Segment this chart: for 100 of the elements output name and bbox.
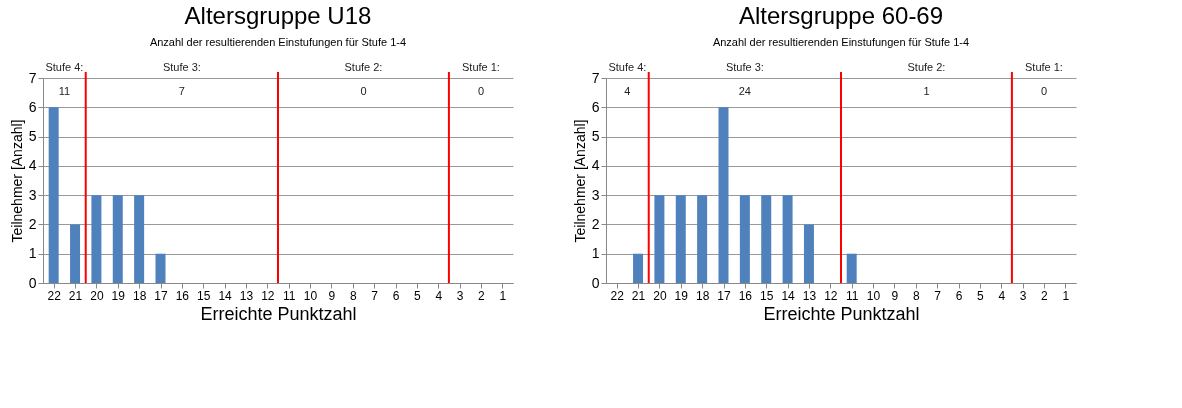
y-axis-title: Teilnehmer [Anzahl]: [8, 119, 25, 243]
text: Stufe 3:: [162, 61, 201, 73]
annotation: 4: [624, 85, 631, 97]
x-tick-label: 18: [695, 288, 710, 303]
bar: [846, 253, 857, 283]
bar: [803, 224, 814, 283]
y-tick-label: 2: [28, 215, 37, 232]
x-tick-label: 3: [1019, 288, 1027, 303]
y-tick-label: 3: [28, 186, 37, 203]
x-tick-label: 18: [132, 288, 147, 303]
bar: [91, 195, 102, 283]
y-tick-label: 2: [591, 215, 600, 232]
annotation: 0: [360, 85, 367, 97]
text: Stufe 2:: [344, 61, 383, 73]
y-tick-label: 0: [28, 274, 37, 291]
x-tick-label: 9: [328, 288, 336, 303]
y-tick-label: 0: [591, 274, 600, 291]
x-tick-label: 21: [631, 288, 646, 303]
bar: [633, 253, 644, 283]
x-tick-label: 19: [111, 288, 126, 303]
y-tick-label: 6: [591, 98, 600, 115]
x-tick-label: 1: [499, 288, 507, 303]
x-tick-label: 21: [68, 288, 83, 303]
x-tick-label: 20: [90, 288, 104, 303]
x-tick-label: 16: [175, 288, 190, 303]
x-axis-title: Erreichte Punktzahl: [763, 303, 920, 324]
annotation: 1: [923, 85, 930, 97]
bar: [70, 224, 81, 283]
bar: [48, 107, 59, 283]
x-tick-label: 1: [1062, 288, 1070, 303]
x-tick-label: 6: [955, 288, 963, 303]
x-tick-label: 14: [781, 288, 796, 303]
x-tick-label: 13: [802, 288, 817, 303]
y-tick-label: 5: [591, 128, 600, 145]
x-tick-label: 20: [653, 288, 667, 303]
text: Stufe 4:: [45, 61, 84, 73]
text: Stufe 3:: [725, 61, 764, 73]
text: Stufe 1:: [1024, 61, 1063, 73]
x-tick-label: 4: [435, 288, 443, 303]
y-tick-label: 5: [28, 128, 37, 145]
x-tick-label: 15: [197, 288, 211, 303]
x-tick-label: 7: [371, 288, 379, 303]
x-axis-title: Erreichte Punktzahl: [200, 303, 357, 324]
x-tick-label: 13: [239, 288, 254, 303]
chart-title: Altersgruppe U18: [184, 2, 372, 29]
x-tick-label: 12: [261, 288, 275, 303]
text: Stufe 4:: [608, 61, 647, 73]
x-tick-label: 22: [610, 288, 625, 303]
bar: [739, 195, 750, 283]
x-tick-label: 17: [717, 288, 731, 303]
x-tick-label: 7: [934, 288, 942, 303]
bar: [654, 195, 665, 283]
x-tick-label: 11: [282, 288, 296, 303]
x-tick-label: 9: [891, 288, 899, 303]
x-tick-label: 8: [912, 288, 920, 303]
chart-subtitle: Anzahl der resultierenden Einstufungen für Stufe 1-4: [712, 36, 970, 48]
annotation: 0: [477, 85, 485, 97]
bar: [697, 195, 708, 283]
x-tick-label: 11: [845, 288, 859, 303]
x-tick-label: 14: [218, 288, 233, 303]
x-tick-label: 10: [866, 288, 881, 303]
y-tick-label: 1: [591, 245, 600, 262]
y-tick-label: 3: [591, 186, 600, 203]
x-tick-label: 4: [998, 288, 1006, 303]
y-tick-label: 7: [591, 69, 600, 86]
x-tick-label: 6: [392, 288, 400, 303]
bar: [718, 107, 729, 283]
annotation: 7: [178, 85, 185, 97]
annotation: 0: [1040, 85, 1048, 97]
x-tick-label: 10: [303, 288, 318, 303]
x-tick-label: 8: [349, 288, 357, 303]
x-tick-label: 2: [478, 288, 486, 303]
y-tick-label: 1: [28, 245, 37, 262]
x-tick-label: 19: [674, 288, 689, 303]
chart-subtitle: Anzahl der resultierenden Einstufungen für Stufe 1-4: [149, 36, 407, 48]
bar: [155, 253, 166, 283]
bar: [761, 195, 772, 283]
y-tick-label: 7: [28, 69, 37, 86]
x-tick-label: 16: [738, 288, 753, 303]
x-tick-label: 22: [47, 288, 62, 303]
x-tick-label: 3: [456, 288, 464, 303]
annotation: 11: [58, 85, 71, 97]
x-tick-label: 2: [1041, 288, 1049, 303]
text: Stufe 1:: [461, 61, 500, 73]
bar: [112, 195, 123, 283]
y-tick-label: 6: [28, 98, 37, 115]
bar: [675, 195, 686, 283]
chart-title: Altersgruppe 60-69: [738, 2, 944, 29]
x-tick-label: 5: [977, 288, 985, 303]
y-tick-label: 4: [591, 157, 600, 174]
annotation: 24: [738, 85, 751, 97]
x-tick-label: 12: [824, 288, 838, 303]
x-tick-label: 17: [154, 288, 168, 303]
bar: [782, 195, 793, 283]
text: Stufe 2:: [907, 61, 946, 73]
x-tick-label: 5: [414, 288, 422, 303]
x-tick-label: 15: [760, 288, 774, 303]
y-axis-title: Teilnehmer [Anzahl]: [571, 119, 588, 243]
y-tick-label: 4: [28, 157, 37, 174]
bar: [134, 195, 145, 283]
